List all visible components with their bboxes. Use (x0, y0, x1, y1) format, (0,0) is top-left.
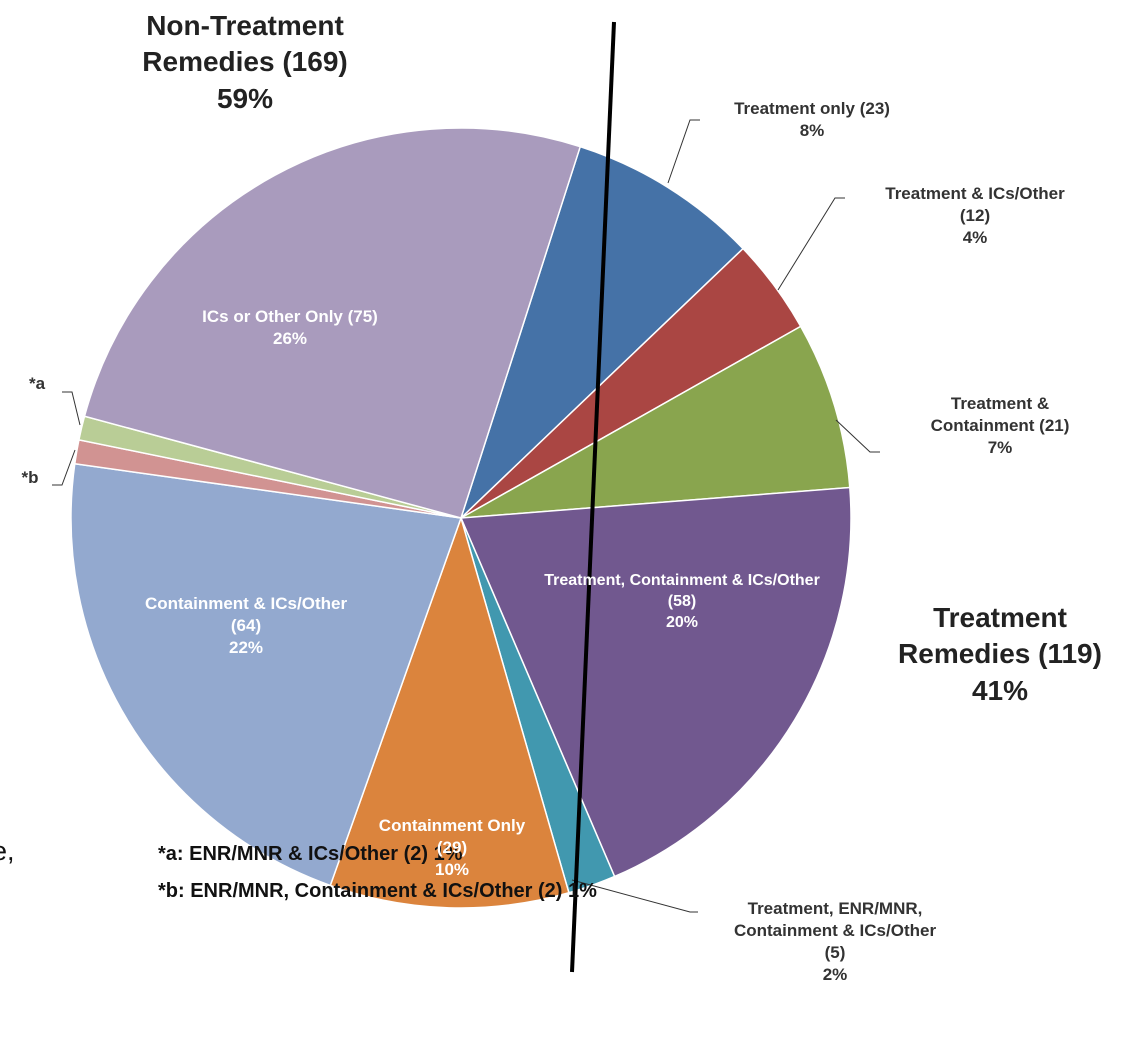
pie-slice (329, 515, 570, 909)
value-label: 8% (799, 121, 825, 141)
leader-line (571, 879, 698, 913)
leader-line (667, 119, 700, 184)
value-label: 10% (434, 860, 470, 880)
slice-label: Containment Only (29) 10% (362, 815, 542, 881)
category-label: Treatment only (23) (734, 99, 890, 118)
leader-line (777, 197, 845, 291)
leader-line (62, 391, 81, 426)
slice-label: Treatment & ICs/Other (12) 4% (870, 183, 1080, 249)
pie-slice (83, 127, 582, 519)
group-annotation: Non-Treatment Remedies (169) 59% (105, 8, 385, 117)
slice-label: Treatment, ENR/MNR, Containment & ICs/Ot… (725, 898, 945, 986)
value-label: 4% (962, 228, 988, 248)
footnote: *b: ENR/MNR, Containment & ICs/Other (2)… (158, 880, 597, 902)
category-label: Treatment & ICs/Other (12) (885, 184, 1065, 226)
group-annotation: Treatment Remedies (119) 41% (875, 600, 1125, 709)
value-label: 26% (272, 329, 308, 349)
divider-line (570, 21, 616, 973)
slice-label: Treatment only (23) 8% (682, 98, 942, 142)
category-label: ICs or Other Only (75) (202, 307, 378, 326)
slice-label: Treatment, Containment & ICs/Other (58) 2… (537, 571, 827, 633)
annotation-text: 59% (216, 82, 274, 114)
category-label: Treatment, ENR/MNR, Containment & ICs/Ot… (733, 899, 937, 963)
slice-label: *a (17, 373, 57, 395)
annotation-text: 41% (971, 674, 1029, 706)
pie-slice (460, 325, 851, 519)
value-label: 7% (987, 438, 1013, 458)
leader-line (52, 449, 76, 486)
footnote: *a: ENR/MNR & ICs/Other (2) 1% (158, 843, 463, 865)
pie-slice (459, 486, 852, 878)
slice-label: Treatment & Containment (21) 7% (920, 393, 1080, 459)
category-label: *b (21, 468, 39, 487)
category-label: Containment Only (29) (378, 816, 526, 858)
value-label: 22% (228, 638, 264, 658)
cropped-text: e, (0, 836, 15, 866)
annotation-text: Treatment Remedies (119) (898, 602, 1102, 670)
annotation-text: Non-Treatment Remedies (169) (142, 10, 348, 78)
leader-line (835, 419, 880, 453)
slice-label: ICs or Other Only (75) 26% (160, 306, 420, 350)
category-label: Containment & ICs/Other (64) (144, 594, 348, 636)
slice-label: Containment & ICs/Other (64) 22% (131, 593, 361, 659)
value-label: 2% (822, 965, 848, 985)
slice-label: *b (10, 467, 50, 489)
category-label: Treatment, Containment & ICs/Other (58) (544, 572, 820, 610)
category-label: *a (28, 374, 46, 393)
category-label: Treatment & Containment (21) (930, 394, 1070, 436)
pie-slice (70, 462, 463, 887)
value-label: 20% (665, 613, 699, 631)
